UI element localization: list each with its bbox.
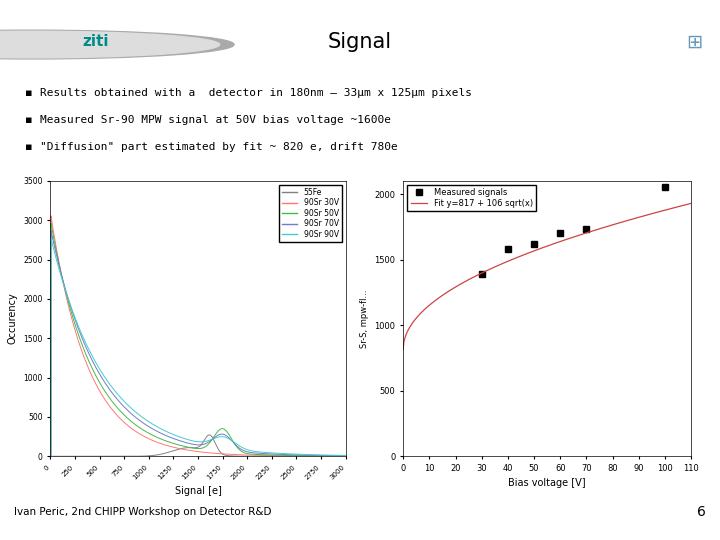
X-axis label: Signal [e]: Signal [e]	[174, 487, 222, 496]
Fit y=817 + 106 sqrt(x)	[399, 346, 408, 353]
Fit y=817 + 106 sqrt(x)	[680, 202, 688, 208]
Text: "Diffusion" part estimated by fit ~ 820 e, drift 780e: "Diffusion" part estimated by fit ~ 820 …	[40, 142, 397, 152]
Fit y=817 + 106 sqrt(x)	[687, 200, 696, 207]
Text: ▪: ▪	[25, 115, 32, 125]
Text: ⊞: ⊞	[687, 32, 703, 51]
Text: Results obtained with a  detector in 180nm – 33µm x 125µm pixels: Results obtained with a detector in 180n…	[40, 89, 472, 98]
Fit y=817 + 106 sqrt(x)	[554, 239, 563, 245]
Line: Measured signals: Measured signals	[479, 185, 667, 277]
Measured signals	[530, 241, 539, 247]
Circle shape	[0, 30, 234, 59]
Legend: 55Fe, 90Sr 30V, 90Sr 50V, 90Sr 70V, 90Sr 90V: 55Fe, 90Sr 30V, 90Sr 50V, 90Sr 70V, 90Sr…	[279, 185, 342, 242]
Fit y=817 + 106 sqrt(x)	[536, 246, 544, 252]
Measured signals	[556, 230, 564, 237]
Fit y=817 + 106 sqrt(x)	[635, 214, 644, 220]
Measured signals	[582, 226, 591, 233]
Measured signals	[661, 184, 670, 191]
Text: Signal: Signal	[328, 32, 392, 52]
Y-axis label: Sr-S, mpw-fl...: Sr-S, mpw-fl...	[360, 289, 369, 348]
Circle shape	[0, 31, 220, 58]
Y-axis label: Occurency: Occurency	[8, 293, 18, 345]
Text: ziti: ziti	[83, 35, 109, 50]
Text: 6: 6	[697, 505, 706, 519]
Measured signals	[503, 246, 512, 252]
Text: Measured Sr-90 MPW signal at 50V bias voltage ~1600e: Measured Sr-90 MPW signal at 50V bias vo…	[40, 115, 391, 125]
Text: Ivan Peric, 2nd CHIPP Workshop on Detector R&D: Ivan Peric, 2nd CHIPP Workshop on Detect…	[14, 507, 272, 517]
Measured signals	[477, 271, 486, 277]
Text: ▪: ▪	[25, 89, 32, 98]
Fit y=817 + 106 sqrt(x)	[537, 245, 546, 251]
Text: ▪: ▪	[25, 142, 32, 152]
X-axis label: Bias voltage [V]: Bias voltage [V]	[508, 478, 586, 489]
Fit y=817 + 106 sqrt(x)	[570, 233, 579, 240]
Line: Fit y=817 + 106 sqrt(x): Fit y=817 + 106 sqrt(x)	[403, 204, 691, 349]
Legend: Measured signals, Fit y=817 + 106 sqrt(x): Measured signals, Fit y=817 + 106 sqrt(x…	[408, 185, 536, 211]
